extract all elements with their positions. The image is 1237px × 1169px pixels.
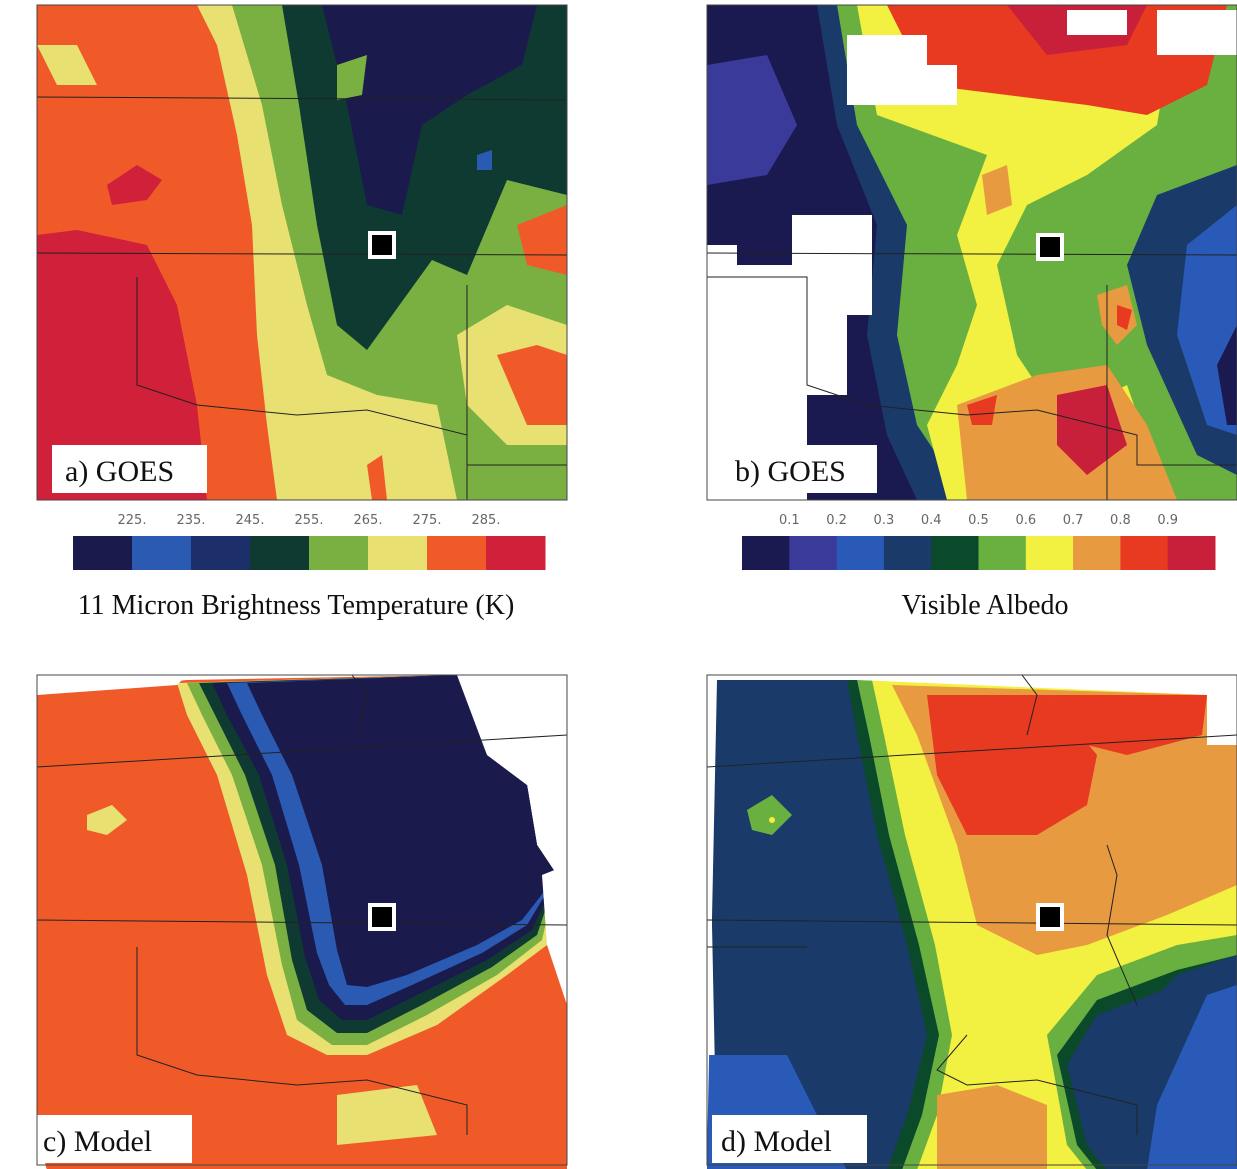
colorbar-title: Visible Albedo	[901, 590, 1068, 621]
colorbar-tick-label: 225.	[118, 513, 147, 528]
panel-d: d) Model	[707, 675, 1237, 1169]
colorbar-swatch	[837, 536, 885, 570]
map-shape	[370, 233, 394, 257]
colorbar-tick-label: 0.5	[968, 513, 989, 528]
panel-c: c) Model	[37, 675, 567, 1169]
colorbar-tick-label: 0.2	[826, 513, 847, 528]
panel-label: d) Model	[721, 1125, 832, 1158]
colorbar-tick-label: 0.9	[1157, 513, 1178, 528]
map-shape	[769, 817, 775, 823]
panel-b: b) GOES	[707, 5, 1237, 500]
panel-label: a) GOES	[65, 455, 174, 488]
colorbar-swatch	[979, 536, 1027, 570]
colorbar-swatch	[931, 536, 979, 570]
panel-label: c) Model	[43, 1125, 152, 1158]
map-shape	[1067, 10, 1127, 35]
colorbar-tick-label: 285.	[472, 513, 501, 528]
colorbar-tick-label: 0.8	[1110, 513, 1131, 528]
colorbar-swatch	[486, 536, 546, 570]
colorbar-swatch	[742, 536, 790, 570]
map-shape	[1157, 10, 1237, 55]
colorbar-tick-label: 265.	[354, 513, 383, 528]
colorbar-tick-label: 0.1	[779, 513, 800, 528]
colorbar-swatch	[789, 536, 837, 570]
colorbar-tick-label: 0.7	[1063, 513, 1084, 528]
colorbar-tick-label: 235.	[177, 513, 206, 528]
colorbar-tick-label: 275.	[413, 513, 442, 528]
colorbar-tick-label: 245.	[236, 513, 265, 528]
colorbar-tick-label: 0.4	[921, 513, 942, 528]
colorbar-swatch	[73, 536, 133, 570]
colorbar-tick-label: 255.	[295, 513, 324, 528]
panel-a: a) GOES	[37, 5, 567, 500]
colorbar-swatch	[1026, 536, 1074, 570]
colorbar-tick-label: 0.6	[1015, 513, 1036, 528]
colorbar-tick-label: 0.3	[874, 513, 895, 528]
panel-label: b) GOES	[735, 455, 846, 488]
map-shape	[370, 905, 394, 929]
colorbar-swatch	[427, 536, 487, 570]
map-shape	[1038, 905, 1062, 929]
colorbar-swatch	[132, 536, 192, 570]
colorbar-swatch	[1073, 536, 1121, 570]
colorbar-swatch	[368, 536, 428, 570]
colorbar-swatch	[1120, 536, 1168, 570]
colorbar-swatch	[309, 536, 369, 570]
colorbar-swatch	[250, 536, 310, 570]
colorbar-swatch	[1168, 536, 1216, 570]
map-shape	[1038, 235, 1062, 259]
colorbar-swatch	[884, 536, 932, 570]
colorbar-title: 11 Micron Brightness Temperature (K)	[78, 590, 515, 621]
colorbar-swatch	[191, 536, 251, 570]
figure: a) GOES b) GOES	[0, 0, 1237, 1169]
